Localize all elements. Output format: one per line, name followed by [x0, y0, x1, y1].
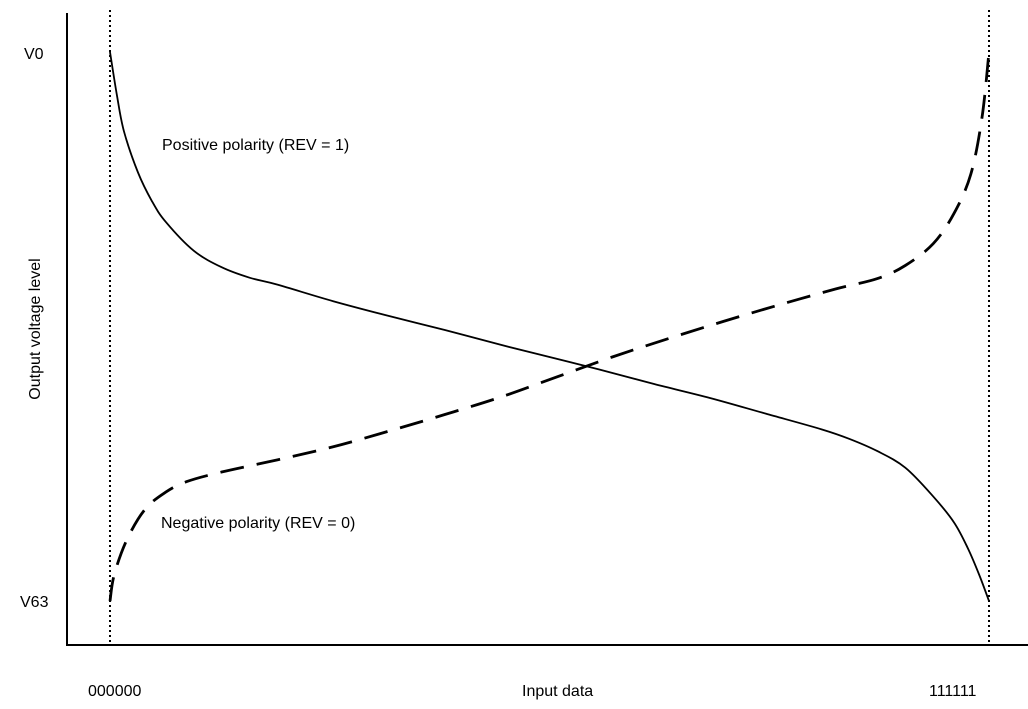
x-axis-label: Input data: [522, 683, 593, 700]
y-tick-label-top: V0: [24, 46, 44, 63]
y-tick-label-bottom: V63: [20, 594, 49, 611]
series-line-negative-polarity: [108, 51, 991, 602]
series-line-positive-polarity: [109, 51, 990, 602]
series-layer: [108, 51, 991, 602]
y-axis-label: Output voltage level: [27, 258, 44, 399]
annotation-positive-polarity: Positive polarity (REV = 1): [162, 137, 349, 154]
boundary-lines: [109, 10, 990, 645]
x-tick-label-right: 111111: [929, 683, 977, 700]
x-tick-label-left: 000000: [88, 683, 141, 700]
annotation-negative-polarity: Negative polarity (REV = 0): [161, 515, 355, 532]
